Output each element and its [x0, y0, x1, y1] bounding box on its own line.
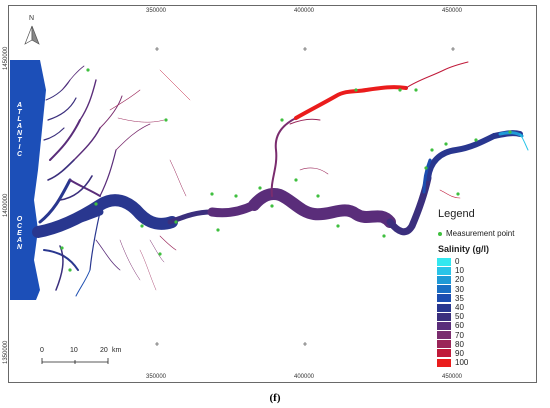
salinity-class-row: 50: [437, 312, 468, 321]
salinity-swatch: [437, 285, 451, 294]
salinity-class-label: 20: [455, 275, 464, 285]
salinity-swatch: [437, 349, 451, 358]
salinity-swatch: [437, 294, 451, 303]
measurement-point: [424, 166, 428, 170]
grid-crosses: [155, 47, 455, 346]
measurement-point: [414, 88, 418, 92]
salinity-class-label: 50: [455, 312, 464, 322]
measurement-point: [86, 68, 90, 72]
x-tick-400000: 400000: [294, 8, 315, 14]
salinity-class-row: 35: [437, 294, 468, 303]
salinity-class-label: 100: [455, 358, 469, 368]
y-tick-1400000: 1400000: [3, 193, 9, 217]
salinity-class-label: 40: [455, 303, 464, 313]
salinity-class-label: 10: [455, 266, 464, 276]
salinity-class-label: 35: [455, 293, 464, 303]
northern-tributary: [159, 61, 469, 251]
salinity-swatch: [437, 266, 451, 275]
ocean-label-atlantic: ATLANTIC: [16, 102, 23, 158]
scale-label-10: 10: [70, 347, 78, 354]
atlantic-ocean: [10, 60, 46, 300]
bottom-x-tick-350000: 350000: [146, 374, 167, 380]
measurement-point: [474, 138, 478, 142]
measurement-point: [234, 194, 238, 198]
scale-unit: km: [112, 347, 122, 354]
measurement-point: [456, 192, 460, 196]
measurement-point: [210, 192, 214, 196]
salinity-class-row: 20: [437, 275, 468, 284]
salinity-class-label: 80: [455, 339, 464, 349]
measurement-point: [354, 88, 358, 92]
salinity-class-row: 40: [437, 303, 468, 312]
x-tick-450000: 450000: [442, 8, 463, 14]
measurement-point: [280, 118, 284, 122]
measurement-point: [216, 228, 220, 232]
salinity-class-row: 70: [437, 331, 468, 340]
salinity-legend: 0 10 20 30 35 40 50 60 70 80 90 100: [437, 257, 468, 367]
measurement-point: [164, 118, 168, 122]
salinity-class-row: 60: [437, 321, 468, 330]
y-tick-1450000: 1450000: [3, 46, 9, 70]
scale-label-20: 20: [100, 347, 108, 354]
salinity-class-row: 10: [437, 266, 468, 275]
measurement-point: [382, 234, 386, 238]
legend-title: Legend: [438, 208, 475, 220]
map-border: [8, 5, 537, 383]
measurement-point: [258, 186, 262, 190]
measurement-point: [60, 246, 64, 250]
figure-label: (f): [269, 392, 281, 404]
measurement-point: [270, 204, 274, 208]
salinity-class-row: 90: [437, 349, 468, 358]
x-tick-350000: 350000: [146, 8, 167, 14]
ocean-label-ocean: OCEAN: [16, 216, 23, 251]
salinity-class-label: 90: [455, 348, 464, 358]
north-arrow-icon: [24, 25, 40, 45]
legend-measurement-point-label: Measurement point: [446, 229, 515, 238]
measurement-point: [140, 224, 144, 228]
salinity-class-row: 100: [437, 358, 468, 367]
delta-channels: [36, 65, 165, 297]
measurement-point: [68, 268, 72, 272]
measurement-point: [174, 220, 178, 224]
scale-label-0: 0: [40, 347, 44, 354]
salinity-swatch: [437, 312, 451, 321]
salinity-class-label: 30: [455, 284, 464, 294]
salinity-swatch: [437, 358, 451, 367]
salinity-swatch: [437, 275, 451, 284]
salinity-class-label: 70: [455, 330, 464, 340]
measurement-point: [294, 178, 298, 182]
scale-bar: [41, 358, 109, 364]
bottom-x-tick-450000: 450000: [442, 374, 463, 380]
salinity-swatch: [437, 257, 451, 266]
measurement-point: [158, 252, 162, 256]
measurement-point: [444, 142, 448, 146]
salinity-class-row: 0: [437, 257, 468, 266]
measurement-point: [430, 148, 434, 152]
salinity-title: Salinity (g/l): [438, 244, 490, 254]
north-label: N: [29, 15, 35, 22]
salinity-swatch: [437, 303, 451, 312]
measurement-point: [94, 202, 98, 206]
salinity-class-label: 0: [455, 257, 460, 267]
measurement-point: [398, 88, 402, 92]
salinity-class-row: 30: [437, 285, 468, 294]
y-tick-1350000: 1350000: [3, 340, 9, 364]
salinity-class-label: 60: [455, 321, 464, 331]
salinity-swatch: [437, 340, 451, 349]
salinity-swatch: [437, 321, 451, 330]
salinity-swatch: [437, 331, 451, 340]
measurement-point: [336, 224, 340, 228]
legend-measurement-point: Measurement point: [438, 229, 514, 238]
measurement-point: [508, 130, 512, 134]
measurement-point: [316, 194, 320, 198]
salinity-class-row: 80: [437, 340, 468, 349]
measurement-points: [60, 68, 512, 272]
bottom-x-tick-400000: 400000: [294, 374, 315, 380]
measurement-point-icon: [438, 231, 442, 236]
